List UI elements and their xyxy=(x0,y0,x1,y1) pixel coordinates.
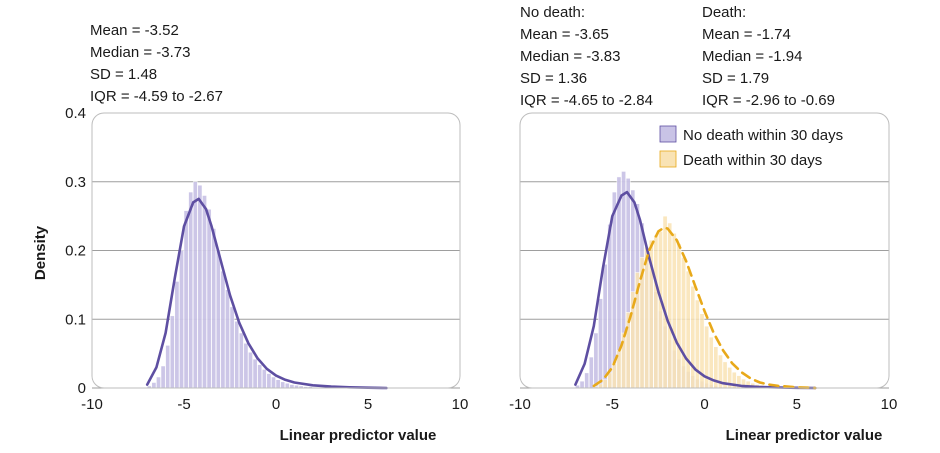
left-stat-iqr: IQR = -4.59 to -2.67 xyxy=(90,88,223,105)
left-hist-bar xyxy=(202,195,207,389)
y-tick-label: 0.2 xyxy=(65,243,86,260)
left-hist-bar xyxy=(220,270,226,389)
left-hist-bar xyxy=(179,250,184,389)
right-hist-bar xyxy=(579,380,585,389)
left-hist-bar xyxy=(188,191,194,389)
left-chart: Mean = -3.52 Median = -3.73 SD = 1.48 IQ… xyxy=(32,22,468,444)
left-hist-bar xyxy=(234,321,240,389)
left-hist-bar xyxy=(280,381,286,389)
right-x-tick-label: -10 xyxy=(509,396,531,413)
right-hist-bar xyxy=(671,233,677,389)
right-chart: No death: Mean = -3.65 Median = -3.83 SD… xyxy=(509,4,897,444)
right-stat-death-iqr: IQR = -2.96 to -0.69 xyxy=(702,92,835,109)
left-hist-bar xyxy=(206,209,212,389)
left-x-tick-label: -10 xyxy=(81,396,103,413)
left-x-tick-label: 10 xyxy=(452,396,469,413)
left-hist-bar xyxy=(243,343,249,389)
right-stat-death-median: Median = -1.94 xyxy=(702,48,802,65)
left-hist-bar xyxy=(261,369,267,389)
left-hist-bar xyxy=(183,210,189,389)
y-tick-label: 0.1 xyxy=(65,311,86,328)
right-x-tick-label: 10 xyxy=(881,396,898,413)
y-tick-label: 0 xyxy=(78,380,86,397)
right-plot-frame xyxy=(519,112,890,389)
left-density-curve xyxy=(145,197,388,390)
left-hist-bar xyxy=(225,289,230,389)
left-hist-bar xyxy=(215,250,221,389)
right-hist-bar xyxy=(607,224,613,389)
right-stat-nodeath-mean: Mean = -3.65 xyxy=(520,26,609,43)
right-stat-nodeath-sd: SD = 1.36 xyxy=(520,70,587,87)
left-hist-bar xyxy=(151,382,157,389)
right-hist-bar xyxy=(653,235,659,389)
left-hist-bar xyxy=(174,281,180,389)
left-hist-bar xyxy=(257,364,263,389)
right-hist-bar xyxy=(690,286,696,389)
left-hist-bar xyxy=(275,379,281,389)
left-x-axis-title: Linear predictor value xyxy=(280,427,437,444)
right-hist-bar xyxy=(644,246,649,389)
right-hist-bar xyxy=(607,372,613,389)
right-hist-bar xyxy=(584,372,590,389)
left-hist-bar xyxy=(197,184,203,389)
right-x-tick-label: 5 xyxy=(793,396,801,413)
right-hist-bar xyxy=(612,363,617,389)
left-hist-bar xyxy=(289,384,295,389)
left-stat-mean: Mean = -3.52 xyxy=(90,22,179,39)
legend-swatch-no-death xyxy=(659,125,677,143)
right-density-curve xyxy=(592,226,817,390)
right-stat-death-sd: SD = 1.79 xyxy=(702,70,769,87)
left-x-tick-label: 0 xyxy=(272,396,280,413)
legend-label-no-death: No death within 30 days xyxy=(683,127,843,144)
left-x-tick-label: -5 xyxy=(177,396,190,413)
right-hist-bar xyxy=(588,356,594,389)
legend-label-death: Death within 30 days xyxy=(683,152,822,169)
right-hist-bar xyxy=(662,215,668,389)
y-tick-label: 0.4 xyxy=(65,105,86,122)
left-hist-bar xyxy=(165,345,171,389)
left-hist-bar xyxy=(211,228,217,389)
right-hist-bar xyxy=(602,379,608,389)
legend-swatch-death xyxy=(659,150,677,168)
left-stat-median: Median = -3.73 xyxy=(90,44,190,61)
left-hist-bar xyxy=(156,376,161,389)
left-hist-bar xyxy=(284,382,290,389)
right-hist-bar xyxy=(625,312,631,389)
right-hist-bar xyxy=(593,332,599,389)
right-x-tick-label: 0 xyxy=(700,396,708,413)
right-hist-bar xyxy=(681,257,686,389)
right-density-curve xyxy=(574,190,817,390)
right-hist-bar xyxy=(598,298,603,389)
right-hist-bar xyxy=(598,383,603,389)
left-stat-sd: SD = 1.48 xyxy=(90,66,157,83)
right-hist-bar xyxy=(685,270,691,389)
left-hist-bar xyxy=(266,373,272,389)
right-hist-bar xyxy=(695,299,700,389)
y-tick-label: 0.3 xyxy=(65,174,86,191)
left-hist-bar xyxy=(192,181,198,389)
left-hist-bar xyxy=(229,306,235,389)
left-hist-bar xyxy=(169,315,175,389)
y-axis-title: Density xyxy=(32,225,49,280)
right-stat-nodeath-header: No death: xyxy=(520,4,585,21)
left-hist-bar xyxy=(252,358,258,389)
right-stat-nodeath-median: Median = -3.83 xyxy=(520,48,620,65)
right-x-tick-label: -5 xyxy=(606,396,619,413)
left-hist-bar xyxy=(271,376,276,389)
left-hist-bar xyxy=(238,332,244,389)
right-hist-bar xyxy=(602,264,608,389)
left-hist-bar xyxy=(160,365,166,389)
right-hist-bar xyxy=(676,243,682,389)
right-stat-death-header: Death: xyxy=(702,4,746,21)
right-stat-death-mean: Mean = -1.74 xyxy=(702,26,791,43)
left-hist-bar xyxy=(248,352,253,389)
right-hist-bar xyxy=(667,222,673,389)
right-x-axis-title: Linear predictor value xyxy=(726,427,883,444)
right-hist-bar xyxy=(658,231,663,389)
right-stat-nodeath-iqr: IQR = -4.65 to -2.84 xyxy=(520,92,653,109)
left-x-tick-label: 5 xyxy=(364,396,372,413)
left-plot-frame xyxy=(91,112,461,389)
